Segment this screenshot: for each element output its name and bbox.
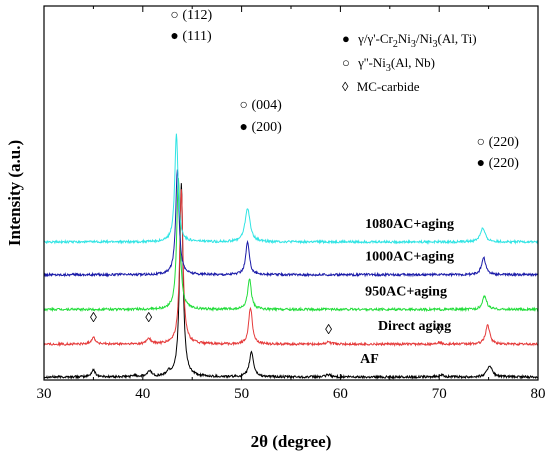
y-axis-title: Intensity (a.u.) [5,140,24,246]
series-line-2 [43,177,539,313]
series-label-2: 950AC+aging [365,284,447,299]
x-axis-title: 2θ (degree) [251,432,332,451]
series-label-3: 1000AC+aging [365,250,454,265]
carbide-marker-0: ◊ [90,311,97,326]
legend-entry-mc-carbide: ◊ MC-carbide [342,79,420,94]
x-tick-label-5: 80 [531,386,546,402]
tick-layer: 30 40 50 60 70 80 [37,6,546,402]
x-tick-label-0: 30 [37,386,52,402]
x-tick-label-4: 70 [432,386,447,402]
legend: ● γ/γ'-Cr2Ni3/Ni3(Al, Ti) ○ γ''-Ni3(Al, … [342,31,477,94]
series-label-1: Direct aging [378,319,451,334]
legend-entry-gamma-prime: ● γ/γ'-Cr2Ni3/Ni3(Al, Ti) [342,31,477,50]
series-line-1 [43,189,539,348]
peak-annotation-top-1: ○ (004) [240,98,283,113]
peak-annotation-bottom-1: ● (200) [240,120,283,135]
peak-annotation-bottom-0: ● (111) [170,29,212,44]
label-layer: AF Direct aging 950AC+aging 1000AC+aging 108… [360,217,454,367]
x-tick-label-1: 40 [135,386,150,402]
carbide-marker-3: ◊ [436,323,443,338]
series-line-3 [43,169,539,278]
carbide-marker-1: ◊ [145,311,152,326]
annotation-layer: ○ (112) ● (111) ○ (004) ● (200) ○ (220) ● (22… [90,8,519,338]
peak-annotation-top-2: ○ (220) [477,135,520,150]
x-tick-label-3: 60 [333,386,348,402]
series-layer [43,133,539,380]
carbide-marker-2: ◊ [325,323,332,338]
series-label-4: 1080AC+aging [365,217,454,232]
peak-annotation-top-0: ○ (112) [170,8,212,23]
series-line-4 [43,133,539,245]
plot-frame [43,5,539,381]
legend-entry-gamma-double-prime: ○ γ''-Ni3(Al, Nb) [342,55,435,74]
series-label-0: AF [360,352,379,367]
x-tick-label-2: 50 [234,386,249,402]
series-line-0 [43,183,539,380]
peak-annotation-bottom-2: ● (220) [477,156,520,171]
